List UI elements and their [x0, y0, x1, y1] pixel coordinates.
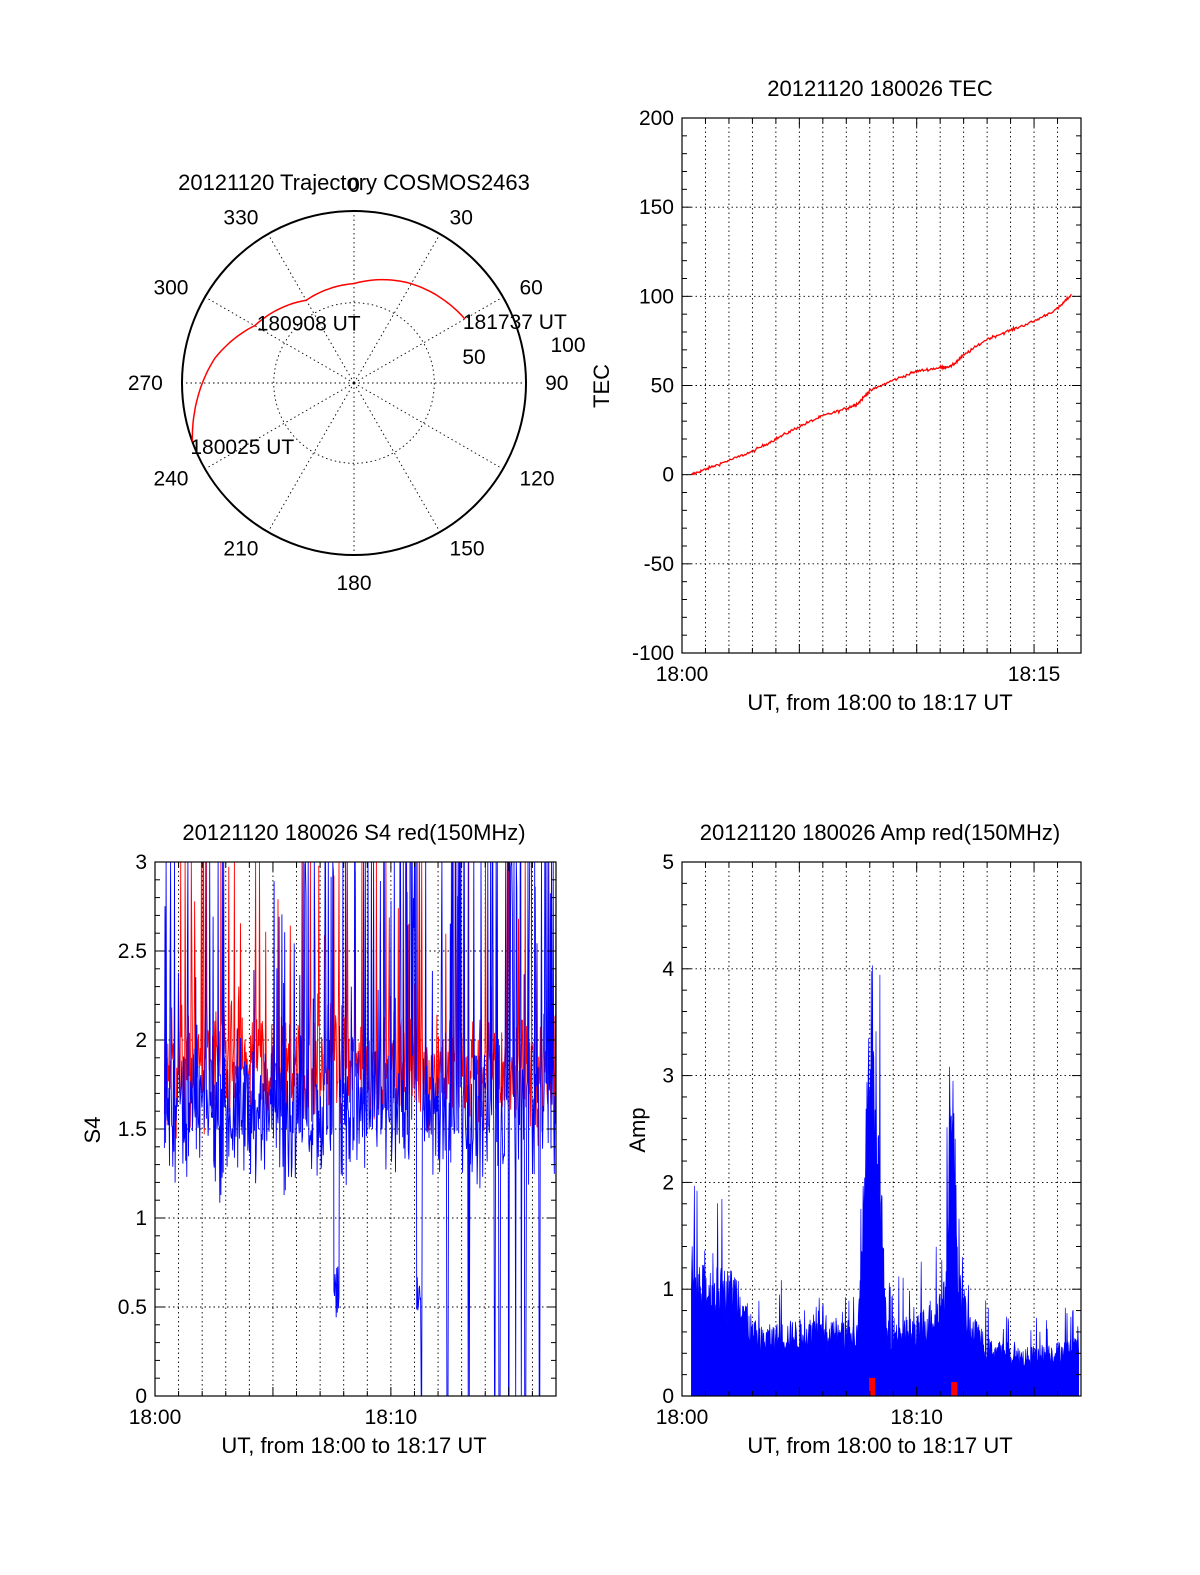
y-tick-label: 1.5 — [118, 1118, 147, 1141]
polar-spoke — [353, 233, 441, 384]
x-tick-label: 18:00 — [656, 1406, 709, 1429]
polar-angle-label: 90 — [545, 372, 568, 395]
y-tick-label: 1 — [662, 1278, 674, 1301]
y-tick-label: 0 — [662, 1385, 674, 1408]
trajectory-title: 20121120 Trajectory COSMOS2463 — [178, 170, 530, 195]
y-tick-label: 0.5 — [118, 1296, 147, 1319]
polar-radial-label: 50 — [462, 346, 485, 369]
x-tick-label: 18:10 — [890, 1406, 943, 1429]
tec-ylabel: TEC — [589, 364, 614, 408]
y-tick-label: 4 — [662, 958, 674, 981]
x-tick-label: 18:15 — [1008, 663, 1061, 686]
y-tick-label: 1 — [135, 1207, 147, 1230]
y-tick-label: 0 — [135, 1385, 147, 1408]
polar-angle-label: 30 — [450, 206, 473, 229]
polar-spoke — [204, 382, 355, 470]
polar-spoke — [267, 233, 355, 384]
y-tick-label: 2 — [135, 1029, 147, 1052]
polar-spoke — [353, 296, 504, 384]
amp-red-burst — [951, 1382, 958, 1396]
polar-angle-label: 60 — [520, 276, 543, 299]
plot-frame — [681, 861, 1082, 1397]
tec-title: 20121120 180026 TEC — [767, 76, 993, 101]
tec-series-line — [691, 293, 1072, 476]
polar-angle-label: 330 — [223, 206, 258, 229]
polar-angle-label: 240 — [153, 468, 188, 491]
x-tick-label: 18:10 — [365, 1406, 418, 1429]
s4-title: 20121120 180026 S4 red(150MHz) — [182, 820, 525, 845]
y-tick-label: 3 — [662, 1065, 674, 1088]
y-tick-label: 5 — [662, 851, 674, 874]
polar-spoke — [353, 382, 441, 533]
polar-angle-label: 0 — [348, 174, 360, 197]
y-tick-label: 0 — [662, 464, 674, 487]
s4-panel: 20121120 180026 S4 red(150MHz) UT, from … — [80, 820, 557, 1458]
y-tick-label: 2.5 — [118, 940, 147, 963]
y-tick-label: -100 — [632, 642, 674, 665]
polar-radial-label: 100 — [550, 334, 585, 357]
amp-xlabel: UT, from 18:00 to 18:17 UT — [747, 1433, 1012, 1458]
x-tick-label: 18:00 — [129, 1406, 182, 1429]
polar-angle-label: 150 — [450, 538, 485, 561]
amp-blue-series-area — [691, 965, 1080, 1397]
y-tick-label: 100 — [639, 285, 674, 308]
polar-angle-label: 210 — [223, 538, 258, 561]
y-tick-label: 200 — [639, 107, 674, 130]
trajectory-end-label: 181737 UT — [463, 311, 567, 334]
trajectory-panel: 20121120 Trajectory COSMOS2463 0 30 60 90 12… — [128, 170, 586, 595]
s4-xlabel: UT, from 18:00 to 18:17 UT — [221, 1433, 486, 1458]
amp-red-burst — [869, 1377, 876, 1396]
polar-angle-label: 180 — [336, 572, 371, 595]
polar-angle-label: 300 — [153, 276, 188, 299]
trajectory-start-label: 180025 UT — [190, 436, 294, 459]
polar-outer-ring — [181, 210, 527, 556]
y-tick-label: -50 — [644, 553, 674, 576]
trajectory-line — [191, 278, 466, 442]
x-tick-label: 18:00 — [656, 663, 709, 686]
polar-ring-50 — [273, 302, 435, 464]
y-tick-label: 3 — [135, 851, 147, 874]
polar-spoke — [353, 382, 504, 470]
polar-spoke — [204, 296, 355, 384]
tec-panel: 20121120 180026 TEC UT, from 18:00 to 18… — [589, 76, 1082, 715]
amp-ylabel: Amp — [625, 1107, 650, 1152]
tec-xlabel: UT, from 18:00 to 18:17 UT — [747, 690, 1012, 715]
amp-title: 20121120 180026 Amp red(150MHz) — [700, 820, 1060, 845]
y-tick-label: 2 — [662, 1171, 674, 1194]
s4-blue-series-line — [163, 861, 557, 1397]
s4-ylabel: S4 — [80, 1117, 105, 1144]
polar-angle-label: 270 — [128, 372, 163, 395]
polar-spoke — [267, 382, 355, 533]
amp-panel: 20121120 180026 Amp red(150MHz) UT, from… — [625, 820, 1082, 1458]
y-tick-label: 150 — [639, 196, 674, 219]
polar-angle-label: 120 — [520, 468, 555, 491]
trajectory-mid-label: 180908 UT — [257, 313, 361, 336]
y-tick-label: 50 — [651, 375, 674, 398]
